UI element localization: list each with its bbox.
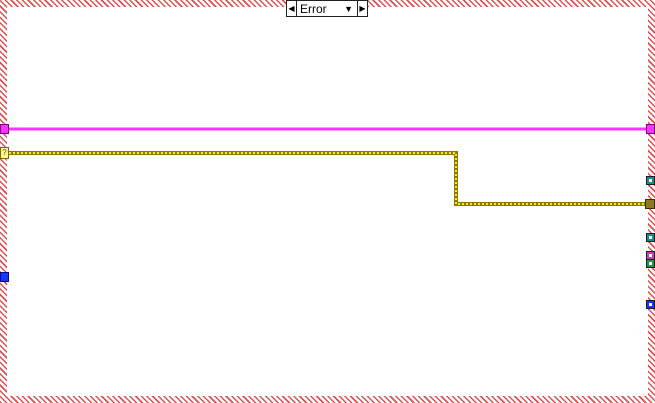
dropdown-arrow-icon[interactable]: ▼ — [344, 3, 353, 14]
case-diagram-area[interactable] — [7, 7, 648, 396]
output-tunnel-blue[interactable] — [646, 300, 655, 309]
error-output-tunnel[interactable] — [646, 124, 655, 134]
output-tunnel-teal-2[interactable] — [646, 233, 655, 242]
increment-case-arrow-icon[interactable]: ▶ — [357, 1, 367, 16]
error-input-tunnel[interactable] — [0, 124, 9, 134]
case-selector[interactable]: ◀ Error ▼ ▶ — [286, 0, 368, 17]
output-tunnel-teal-1[interactable] — [646, 176, 655, 185]
variant-input-tunnel[interactable]: ? — [0, 147, 9, 159]
output-tunnel-green[interactable] — [646, 259, 655, 268]
case-selector-value: Error — [300, 1, 327, 16]
case-selector-dropdown[interactable]: Error ▼ — [297, 1, 357, 16]
variant-output-tunnel[interactable] — [645, 199, 655, 209]
numeric-input-tunnel[interactable] — [0, 272, 9, 282]
decrement-case-arrow-icon[interactable]: ◀ — [287, 1, 297, 16]
